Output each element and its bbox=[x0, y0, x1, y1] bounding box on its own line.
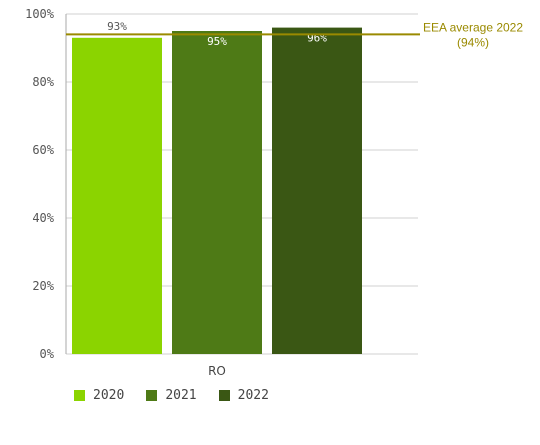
y-tick-label: 80% bbox=[32, 75, 54, 89]
y-tick-label: 40% bbox=[32, 211, 54, 225]
bars bbox=[72, 27, 362, 355]
legend-label: 2021 bbox=[165, 388, 197, 403]
y-tick-label: 60% bbox=[32, 143, 54, 157]
reference-label-line2: (94%) bbox=[457, 35, 489, 49]
bar-2020 bbox=[72, 37, 162, 355]
legend-item-2020[interactable]: 2020 bbox=[74, 388, 124, 403]
y-tick-label: 0% bbox=[40, 347, 55, 361]
legend-label: 2022 bbox=[237, 388, 269, 403]
data-label-2021: 95% bbox=[207, 35, 227, 48]
y-tick-label: 100% bbox=[25, 7, 55, 21]
legend-swatch bbox=[146, 390, 158, 401]
category-label: RO bbox=[208, 364, 226, 378]
bar-2022 bbox=[272, 27, 362, 354]
data-label-2020: 93% bbox=[107, 20, 127, 33]
legend: 2020 2021 2022 bbox=[74, 388, 269, 403]
bar-2021 bbox=[172, 31, 262, 354]
legend-item-2022[interactable]: 2022 bbox=[218, 388, 269, 403]
legend-swatch bbox=[74, 390, 85, 401]
y-tick-label: 20% bbox=[32, 279, 54, 293]
reference-label-line1: EEA average 2022 bbox=[423, 20, 523, 34]
y-axis: 0% 20% 40% 60% 80% 100% bbox=[25, 7, 67, 361]
legend-item-2021[interactable]: 2021 bbox=[146, 388, 197, 403]
legend-swatch bbox=[218, 390, 230, 401]
reference-line-group: EEA average 2022(94%) bbox=[66, 20, 523, 49]
legend-label: 2020 bbox=[93, 388, 125, 403]
